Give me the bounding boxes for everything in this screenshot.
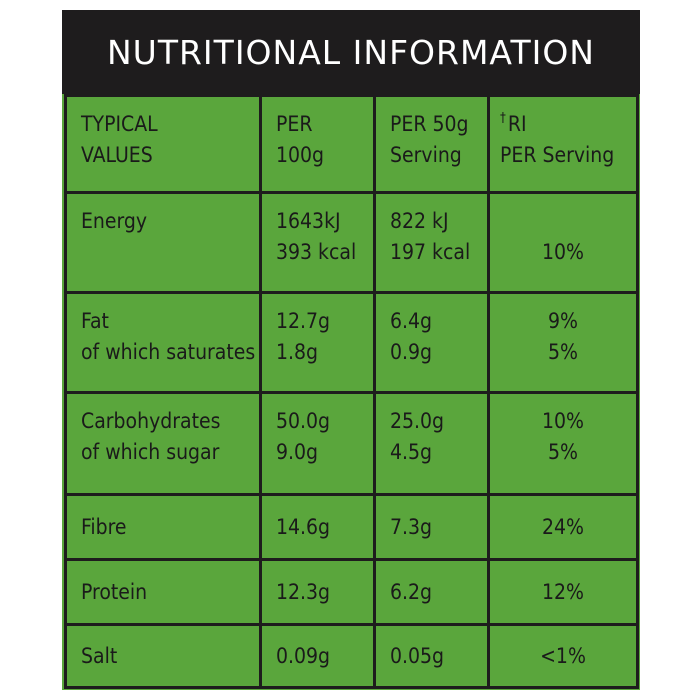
row-fat: Fat of which saturates 12.7g 1.8g 6.4g 0… (64, 291, 639, 394)
nutrition-label-panel: NUTRITIONAL INFORMATION TYPICAL VALUES P… (62, 10, 640, 690)
header-per50-line2: Serving (390, 143, 462, 167)
nutrient-fat: Fat of which saturates (64, 291, 262, 394)
header-ri-label: RI (507, 112, 527, 136)
row-salt: Salt 0.09g 0.05g <1% (64, 623, 639, 689)
value-line: 393 kcal (276, 240, 357, 264)
value-line: 9.0g (276, 440, 319, 464)
nutrient-sub-label: of which saturates (81, 340, 256, 364)
nutrient-label: Energy (81, 209, 148, 233)
header-per100-line1: PER (276, 112, 313, 136)
salt-per-100g: 0.09g (259, 623, 376, 689)
fat-per-50g: 6.4g 0.9g (373, 291, 490, 394)
protein-ri: 12% (487, 558, 639, 626)
header-per-50g: PER 50g Serving (373, 94, 490, 194)
value-line: 10% (542, 409, 584, 433)
nutrient-label: Carbohydrates (81, 409, 221, 433)
header-row: TYPICAL VALUES PER 100g PER 50g Serving … (64, 94, 639, 194)
value-line: 50.0g (276, 409, 331, 433)
protein-per-100g: 12.3g (259, 558, 376, 626)
value-line: 5% (548, 440, 578, 464)
value-line: 9% (548, 309, 578, 333)
header-ri-line1: †RI (500, 109, 635, 140)
header-per50-line1: PER 50g (390, 112, 469, 136)
value-line: 12.7g (276, 309, 331, 333)
energy-per-50g: 822 kJ 197 kcal (373, 191, 490, 294)
blank-line (492, 206, 635, 237)
salt-ri: <1% (487, 623, 639, 689)
value-line: 197 kcal (390, 240, 471, 264)
value-line: 1.8g (276, 340, 319, 364)
value-line: 5% (548, 340, 578, 364)
header-per-100g: PER 100g (259, 94, 376, 194)
nutrient-label: Fat (81, 309, 109, 333)
nutrient-energy: Energy (64, 191, 262, 294)
value-line: 822 kJ (390, 209, 449, 233)
salt-per-50g: 0.05g (373, 623, 490, 689)
dagger-mark: † (500, 111, 506, 126)
fibre-per-100g: 14.6g (259, 493, 376, 561)
fibre-per-50g: 7.3g (373, 493, 490, 561)
nutrient-protein: Protein (64, 558, 262, 626)
carbohydrates-ri: 10% 5% (487, 391, 639, 496)
energy-ri: 10% (487, 191, 639, 294)
row-fibre: Fibre 14.6g 7.3g 24% (64, 493, 639, 561)
nutrient-sub-label: of which sugar (81, 440, 220, 464)
value-line: 25.0g (390, 409, 445, 433)
carbohydrates-per-50g: 25.0g 4.5g (373, 391, 490, 496)
fat-ri: 9% 5% (487, 291, 639, 394)
header-per100-line2: 100g (276, 143, 325, 167)
protein-per-50g: 6.2g (373, 558, 490, 626)
nutrition-title: NUTRITIONAL INFORMATION (62, 10, 640, 94)
value-line: 4.5g (390, 440, 433, 464)
fibre-ri: 24% (487, 493, 639, 561)
carbohydrates-per-100g: 50.0g 9.0g (259, 391, 376, 496)
nutrient-salt: Salt (64, 623, 262, 689)
row-energy: Energy 1643kJ 393 kcal 822 kJ 197 kcal 1… (64, 191, 639, 294)
energy-per-100g: 1643kJ 393 kcal (259, 191, 376, 294)
nutrient-fibre: Fibre (64, 493, 262, 561)
value-line: 10% (542, 240, 584, 264)
nutrition-table: TYPICAL VALUES PER 100g PER 50g Serving … (64, 94, 639, 689)
header-typical-line2: VALUES (81, 143, 153, 167)
nutrient-carbohydrates: Carbohydrates of which sugar (64, 391, 262, 496)
header-ri-line2: PER Serving (500, 143, 615, 167)
row-carbohydrates: Carbohydrates of which sugar 50.0g 9.0g … (64, 391, 639, 496)
header-typical-values: TYPICAL VALUES (64, 94, 262, 194)
fat-per-100g: 12.7g 1.8g (259, 291, 376, 394)
value-line: 0.9g (390, 340, 433, 364)
header-ri: †RI PER Serving (487, 94, 639, 194)
header-typical-line1: TYPICAL (81, 112, 158, 136)
value-line: 6.4g (390, 309, 433, 333)
row-protein: Protein 12.3g 6.2g 12% (64, 558, 639, 626)
value-line: 1643kJ (276, 209, 341, 233)
